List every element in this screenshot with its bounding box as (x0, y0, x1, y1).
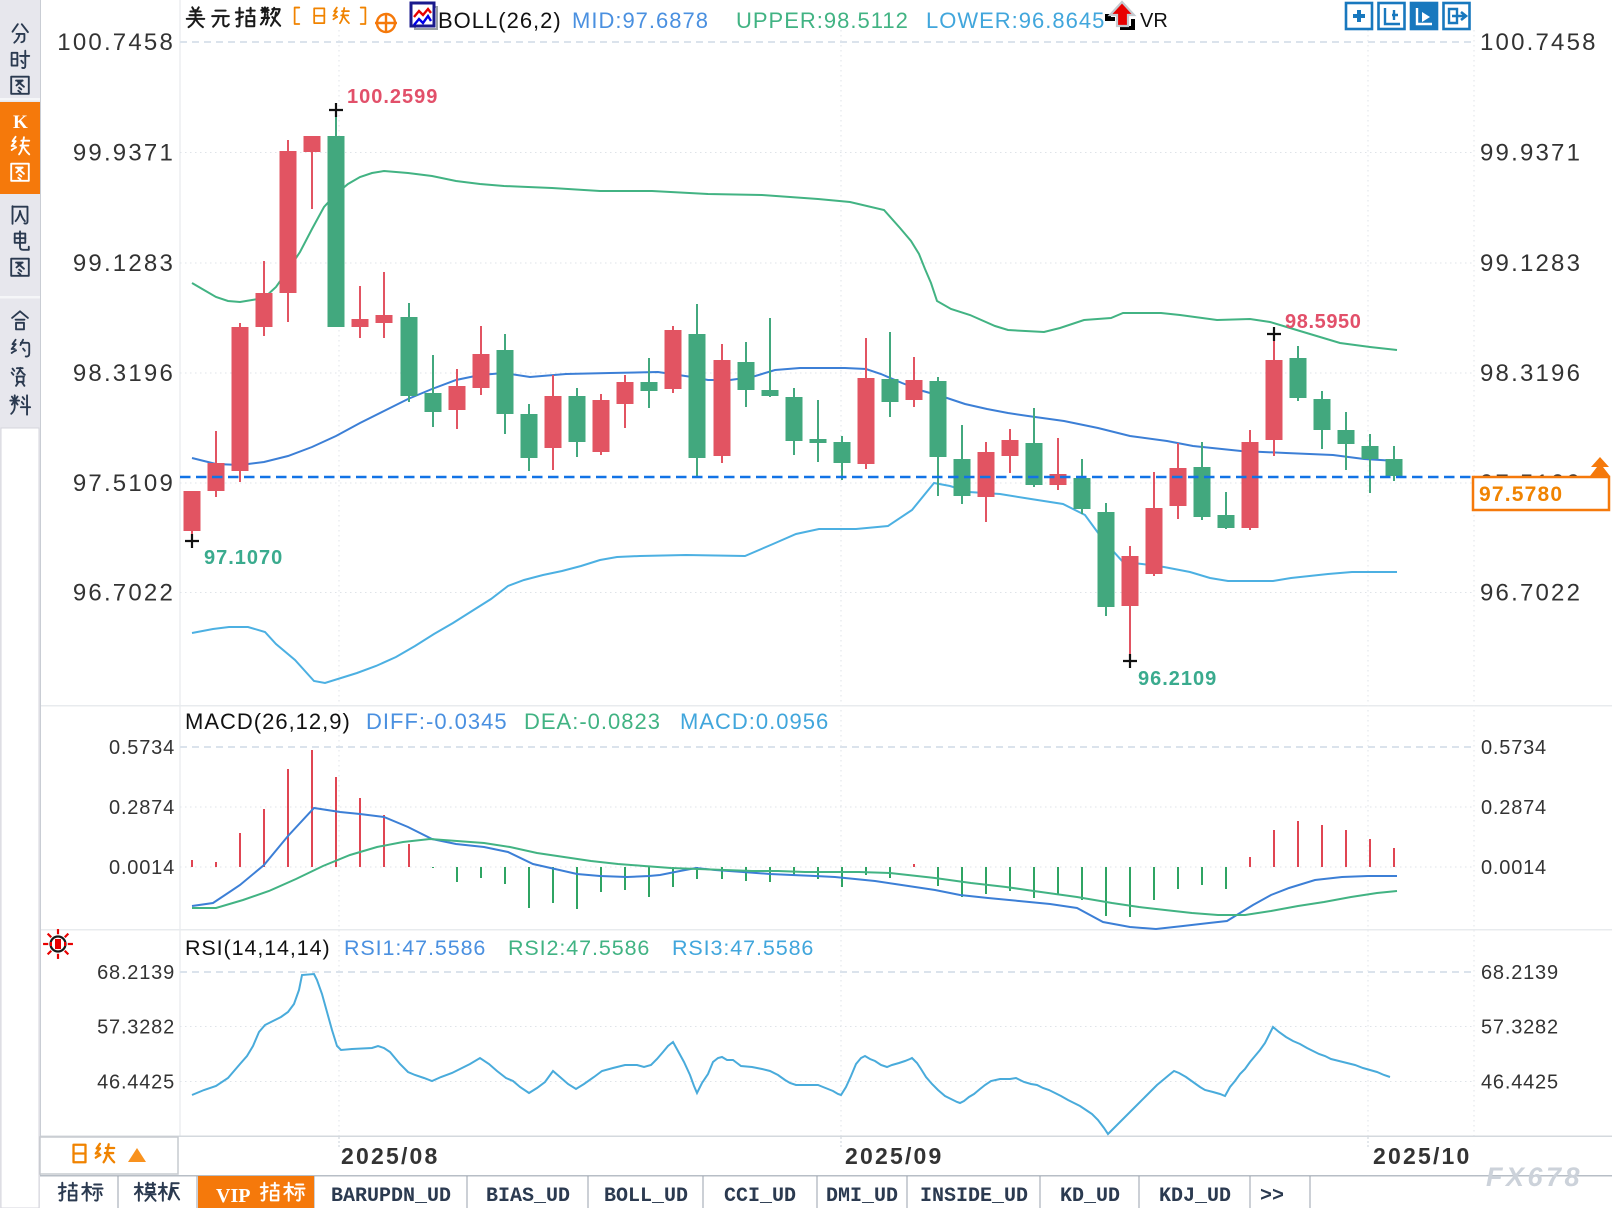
svg-text:57.3282: 57.3282 (97, 1017, 175, 1039)
svg-text:99.9371: 99.9371 (1480, 140, 1582, 167)
svg-text:KDJ_UD: KDJ_UD (1159, 1185, 1231, 1208)
svg-text:97.1070: 97.1070 (204, 547, 283, 569)
svg-text:DEA:-0.0823: DEA:-0.0823 (524, 709, 661, 734)
svg-text:BIAS_UD: BIAS_UD (486, 1185, 570, 1208)
svg-text:100.2599: 100.2599 (347, 86, 438, 108)
svg-text:CCI_UD: CCI_UD (724, 1185, 796, 1208)
svg-text:98.3196: 98.3196 (73, 360, 175, 387)
svg-text:2025/10: 2025/10 (1373, 1143, 1472, 1169)
svg-text:100.7458: 100.7458 (1480, 29, 1598, 56)
svg-text:100.7458: 100.7458 (57, 29, 175, 56)
svg-text:97.5109: 97.5109 (73, 470, 175, 497)
svg-text:98.3196: 98.3196 (1480, 360, 1582, 387)
svg-text:KD_UD: KD_UD (1060, 1185, 1120, 1208)
svg-text:0.2874: 0.2874 (109, 797, 175, 819)
svg-text:VR: VR (1140, 10, 1168, 32)
svg-text:MACD(26,12,9): MACD(26,12,9) (185, 709, 351, 734)
svg-text:LOWER:96.8645: LOWER:96.8645 (926, 8, 1105, 33)
svg-text:FX678: FX678 (1486, 1162, 1583, 1192)
svg-text:68.2139: 68.2139 (97, 962, 175, 984)
svg-text:RSI3:47.5586: RSI3:47.5586 (672, 936, 814, 960)
svg-text:99.1283: 99.1283 (1480, 250, 1582, 277)
svg-text:68.2139: 68.2139 (1481, 962, 1559, 984)
svg-text:0.5734: 0.5734 (1481, 737, 1547, 759)
svg-text:98.5950: 98.5950 (1285, 311, 1362, 333)
svg-text:BARUPDN_UD: BARUPDN_UD (331, 1185, 451, 1208)
svg-text:57.3282: 57.3282 (1481, 1017, 1559, 1039)
svg-text:RSI(14,14,14): RSI(14,14,14) (185, 936, 331, 960)
svg-text:96.2109: 96.2109 (1138, 668, 1217, 690)
svg-text:K: K (13, 112, 28, 133)
svg-text:96.7022: 96.7022 (73, 580, 175, 607)
svg-text:0.5734: 0.5734 (109, 737, 175, 759)
svg-text:BOLL(26,2): BOLL(26,2) (438, 8, 562, 33)
svg-text:RSI2:47.5586: RSI2:47.5586 (508, 936, 650, 960)
svg-text:99.1283: 99.1283 (73, 250, 175, 277)
svg-text:DIFF:-0.0345: DIFF:-0.0345 (366, 709, 508, 734)
svg-text:RSI1:47.5586: RSI1:47.5586 (344, 936, 486, 960)
svg-text:0.0014: 0.0014 (109, 857, 175, 879)
svg-text:BOLL_UD: BOLL_UD (604, 1185, 688, 1208)
svg-text:UPPER:98.5112: UPPER:98.5112 (736, 8, 909, 33)
svg-text:2025/09: 2025/09 (845, 1143, 944, 1169)
svg-text:INSIDE_UD: INSIDE_UD (920, 1185, 1028, 1208)
svg-text:0.0014: 0.0014 (1481, 857, 1547, 879)
svg-text:2025/08: 2025/08 (341, 1143, 440, 1169)
svg-text:>>: >> (1260, 1185, 1284, 1208)
svg-text:96.7022: 96.7022 (1480, 580, 1582, 607)
svg-text:99.9371: 99.9371 (73, 140, 175, 167)
svg-text:97.5780: 97.5780 (1479, 483, 1563, 506)
svg-text:VIP: VIP (216, 1185, 250, 1207)
svg-text:MID:97.6878: MID:97.6878 (572, 8, 709, 33)
svg-text:46.4425: 46.4425 (1481, 1072, 1559, 1094)
svg-text:DMI_UD: DMI_UD (826, 1185, 898, 1208)
svg-text:0.2874: 0.2874 (1481, 797, 1547, 819)
svg-text:46.4425: 46.4425 (97, 1072, 175, 1094)
svg-text:MACD:0.0956: MACD:0.0956 (680, 709, 829, 734)
